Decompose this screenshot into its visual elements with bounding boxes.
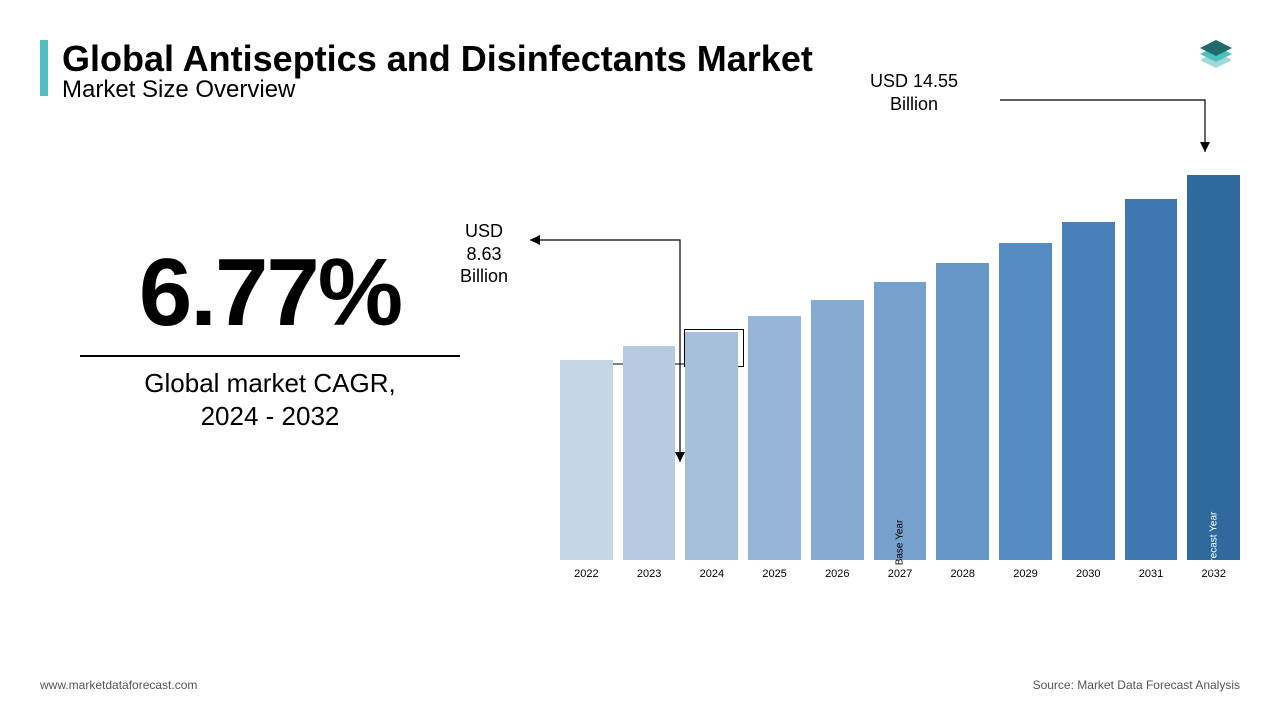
bar-wrap: Base Year 2027	[874, 282, 927, 580]
cagr-divider	[80, 355, 460, 357]
cagr-block: 6.77% Global market CAGR, 2024 - 2032	[80, 245, 460, 432]
callout-start-l2: 8.63	[460, 243, 508, 266]
bar-wrap: 2025	[748, 316, 801, 580]
bar-year-label: 2023	[637, 568, 661, 580]
bar-wrap: 2023	[623, 346, 676, 580]
base-year-label: Base Year	[895, 520, 906, 566]
bar-year-label: 2025	[762, 568, 786, 580]
bar-wrap: 2022	[560, 360, 613, 581]
forecast-year-label: Forecast Year	[1208, 512, 1219, 574]
bar-year-label: 2030	[1076, 568, 1100, 580]
market-bar-chart: 2022 2023 2024 2025 2026 Base Year 2027 2028 202…	[560, 140, 1240, 610]
bar-year-label: 2029	[1013, 568, 1037, 580]
bar-wrap: 2024	[685, 332, 738, 580]
accent-bar	[40, 40, 48, 96]
cagr-value: 6.77%	[80, 245, 460, 341]
bar-year-label: 2024	[700, 568, 724, 580]
bar-wrap: Forecast Year2032	[1187, 175, 1240, 580]
callout-end-l1: USD 14.55	[870, 70, 958, 93]
footer-url: www.marketdataforecast.com	[40, 678, 197, 692]
page-subtitle: Market Size Overview	[62, 76, 813, 104]
bar-wrap: 2029	[999, 243, 1052, 580]
bar-wrap: 2030	[1062, 222, 1115, 580]
page-title: Global Antiseptics and Disinfectants Mar…	[62, 40, 813, 78]
callout-end-value: USD 14.55 Billion	[870, 70, 958, 115]
bar	[1125, 199, 1178, 560]
callout-start-l3: Billion	[460, 265, 508, 288]
bar	[560, 360, 613, 561]
bar	[623, 346, 676, 560]
bar-year-label: 2026	[825, 568, 849, 580]
header-block: Global Antiseptics and Disinfectants Mar…	[40, 40, 813, 104]
bar-wrap: 2026	[811, 300, 864, 580]
bar	[685, 332, 738, 560]
bar-wrap: 2031	[1125, 199, 1178, 580]
bar	[811, 300, 864, 560]
callout-start-l1: USD	[460, 220, 508, 243]
cagr-label-line1: Global market CAGR,	[80, 367, 460, 400]
bar	[1062, 222, 1115, 560]
callout-start-value: USD 8.63 Billion	[460, 220, 508, 288]
bar-year-label: 2028	[951, 568, 975, 580]
brand-logo-icon	[1192, 30, 1240, 83]
bar-year-label: 2031	[1139, 568, 1163, 580]
bar-year-label: 2027	[888, 568, 912, 580]
cagr-label-line2: 2024 - 2032	[80, 400, 460, 433]
callout-end-l2: Billion	[870, 93, 958, 116]
bar	[999, 243, 1052, 560]
bar	[936, 263, 989, 560]
bar: Base Year	[874, 282, 927, 560]
bar-wrap: 2028	[936, 263, 989, 580]
footer-source: Source: Market Data Forecast Analysis	[1033, 678, 1240, 692]
bar: Forecast Year	[1187, 175, 1240, 560]
bar-year-label: 2022	[574, 568, 598, 580]
bar	[748, 316, 801, 560]
